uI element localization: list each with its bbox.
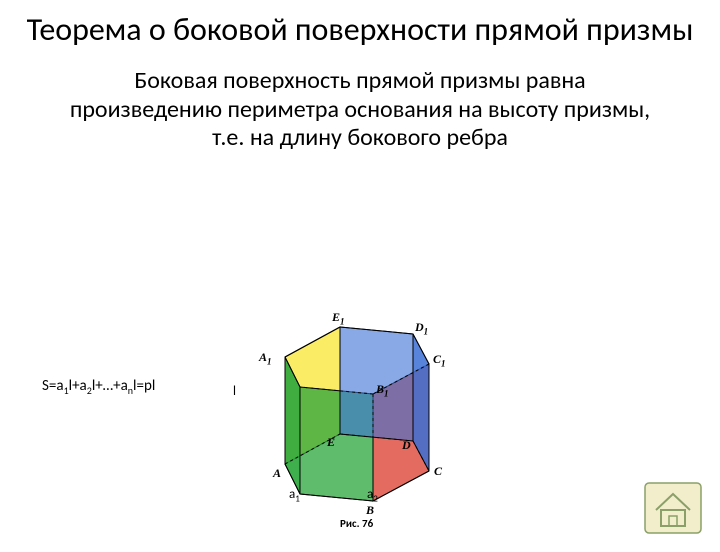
slide-title: Теорема о боковой поверхности прямой при… [0,12,720,49]
formula: S=a1l+a2l+…+anl=pl [42,377,155,397]
vertex-D1: D1 [415,320,428,336]
vertex-A1: A1 [259,350,272,366]
prism-svg [235,292,475,522]
prism-diagram: A1 E1 D1 C1 B1 A E D C B l a1 a2 Рис. 76 [235,292,475,542]
vertex-C1: C1 [433,352,446,368]
figure-caption: Рис. 76 [340,517,373,530]
edge-label-a2: a2 [367,487,378,505]
vertex-B: B [366,503,374,518]
theorem-text: Боковая поверхность прямой призмы равна … [0,67,720,153]
edge-label-l: l [233,384,236,399]
home-icon[interactable] [644,482,702,534]
vertex-E: E [327,435,335,450]
vertex-C: C [434,464,442,479]
vertex-E1: E1 [332,310,345,326]
vertex-A: A [273,466,281,481]
vertex-B1: B1 [376,382,389,398]
edge-label-a1: a1 [289,487,300,505]
vertex-D: D [402,438,411,453]
